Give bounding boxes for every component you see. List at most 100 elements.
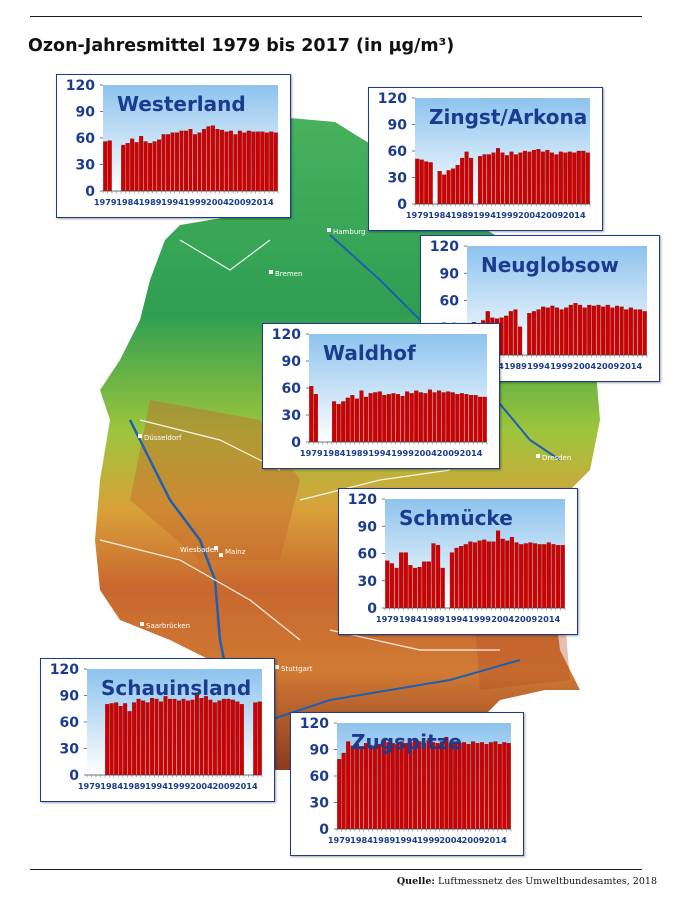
chart-panel-schauinsland: 0 30 60 90 120 1979 1984 1989 1994 1999 2004 2009 20…: [40, 658, 275, 802]
x-tick-label: 2004: [573, 361, 596, 371]
bar: [453, 741, 458, 830]
bar: [125, 143, 130, 192]
bar: [163, 696, 168, 776]
bar: [550, 305, 555, 356]
x-tick-label: 1979: [94, 197, 117, 207]
chart-svg-waldhof: 0 30 60 90 120 1979 1984 1989 1994 1999 2004 2009 20…: [272, 327, 488, 458]
page-title: Ozon-Jahresmittel 1979 bis 2017 (in µg/m…: [28, 36, 455, 56]
x-tick-label: 2014: [563, 210, 586, 220]
bar: [354, 398, 359, 443]
y-tick-label: 30: [76, 158, 96, 174]
bar: [527, 151, 532, 205]
bar: [448, 743, 453, 830]
bar: [601, 306, 606, 356]
x-tick-label: 2009: [212, 781, 235, 791]
bar: [518, 326, 523, 356]
x-tick-label: 2009: [596, 361, 619, 371]
bar: [482, 154, 487, 205]
source-label: Quelle:: [396, 876, 435, 887]
bar: [568, 304, 573, 356]
bar: [455, 394, 460, 443]
chart-svg-zugspitze: 0 30 60 90 120 1979 1984 1989 1994 1999 2004 2009 20…: [300, 716, 512, 845]
bar: [519, 544, 524, 609]
bar: [496, 148, 500, 205]
bar: [148, 143, 153, 192]
x-tick-label: 1989: [372, 835, 395, 845]
bar: [152, 141, 157, 192]
x-tick-label: 2014: [537, 614, 560, 624]
bar: [405, 391, 410, 443]
city-label-mainz: Mainz: [225, 548, 246, 556]
bar: [239, 704, 244, 776]
bar: [582, 307, 587, 356]
bar: [504, 315, 509, 356]
x-tick-label: 1999: [168, 781, 191, 791]
x-tick-label: 1979: [406, 210, 429, 220]
bar: [472, 542, 478, 609]
bar: [408, 565, 413, 609]
x-tick-label: 2004: [190, 781, 213, 791]
bar: [372, 745, 377, 830]
bar: [403, 552, 408, 609]
y-tick-label: 120: [378, 91, 407, 107]
bar: [486, 541, 491, 609]
chart-svg-westerland: 0 30 60 90 120 1979 1984 1989 1994 1999 2004 2009 20…: [66, 78, 279, 207]
bar: [431, 543, 436, 609]
bar: [368, 744, 373, 830]
bar: [471, 741, 476, 830]
chart-svg-schauinsland: 0 30 60 90 120 1979 1984 1989 1994 1999 2004 2009 20…: [50, 662, 263, 791]
bar: [368, 393, 373, 443]
x-tick-label: 1989: [451, 210, 474, 220]
y-tick-label: 120: [348, 492, 377, 508]
bar: [514, 542, 519, 609]
y-tick-label: 90: [358, 519, 378, 535]
bar: [154, 698, 159, 776]
x-tick-label: 1989: [139, 197, 162, 207]
bar: [132, 702, 137, 776]
y-tick-label: 0: [367, 601, 377, 617]
bar: [477, 540, 482, 609]
bar: [114, 702, 119, 776]
bar: [541, 306, 546, 356]
x-tick-label: 2014: [619, 361, 642, 371]
bar: [230, 699, 235, 776]
bar: [508, 311, 513, 356]
bar: [181, 698, 186, 776]
bar: [536, 309, 541, 356]
bar: [170, 132, 175, 192]
bar: [422, 743, 426, 830]
bar: [161, 134, 166, 192]
bar: [563, 152, 568, 205]
bar: [197, 132, 202, 192]
bar: [488, 742, 493, 830]
bar: [500, 152, 505, 205]
bar: [441, 392, 446, 443]
bar: [497, 744, 502, 830]
bar: [208, 699, 213, 776]
bar: [139, 136, 144, 192]
x-tick-label: 1989: [422, 614, 445, 624]
city-label-duesseldorf: Düsseldorf: [144, 434, 182, 442]
bar: [545, 307, 550, 356]
bar: [591, 305, 596, 356]
bar: [523, 543, 528, 609]
bar: [560, 545, 565, 609]
bar: [359, 390, 364, 443]
y-tick-label: 90: [310, 743, 330, 759]
bar: [491, 541, 496, 609]
bar: [246, 130, 251, 192]
bar: [478, 396, 483, 443]
source-note: Quelle: Luftmessnetz des Umweltbundesamt…: [397, 876, 657, 887]
city-label-hamburg: Hamburg: [333, 228, 365, 236]
bar: [493, 741, 498, 830]
bar: [185, 700, 190, 776]
x-tick-label: 2004: [439, 835, 462, 845]
bar: [491, 152, 496, 205]
bar: [473, 395, 478, 443]
source-text: Luftmessnetz des Umweltbundesamtes, 2018: [437, 876, 657, 887]
bar: [587, 304, 592, 356]
bar: [412, 567, 418, 609]
bar: [150, 698, 155, 776]
bar: [355, 744, 360, 830]
city-marker-duesseldorf: [138, 434, 142, 438]
